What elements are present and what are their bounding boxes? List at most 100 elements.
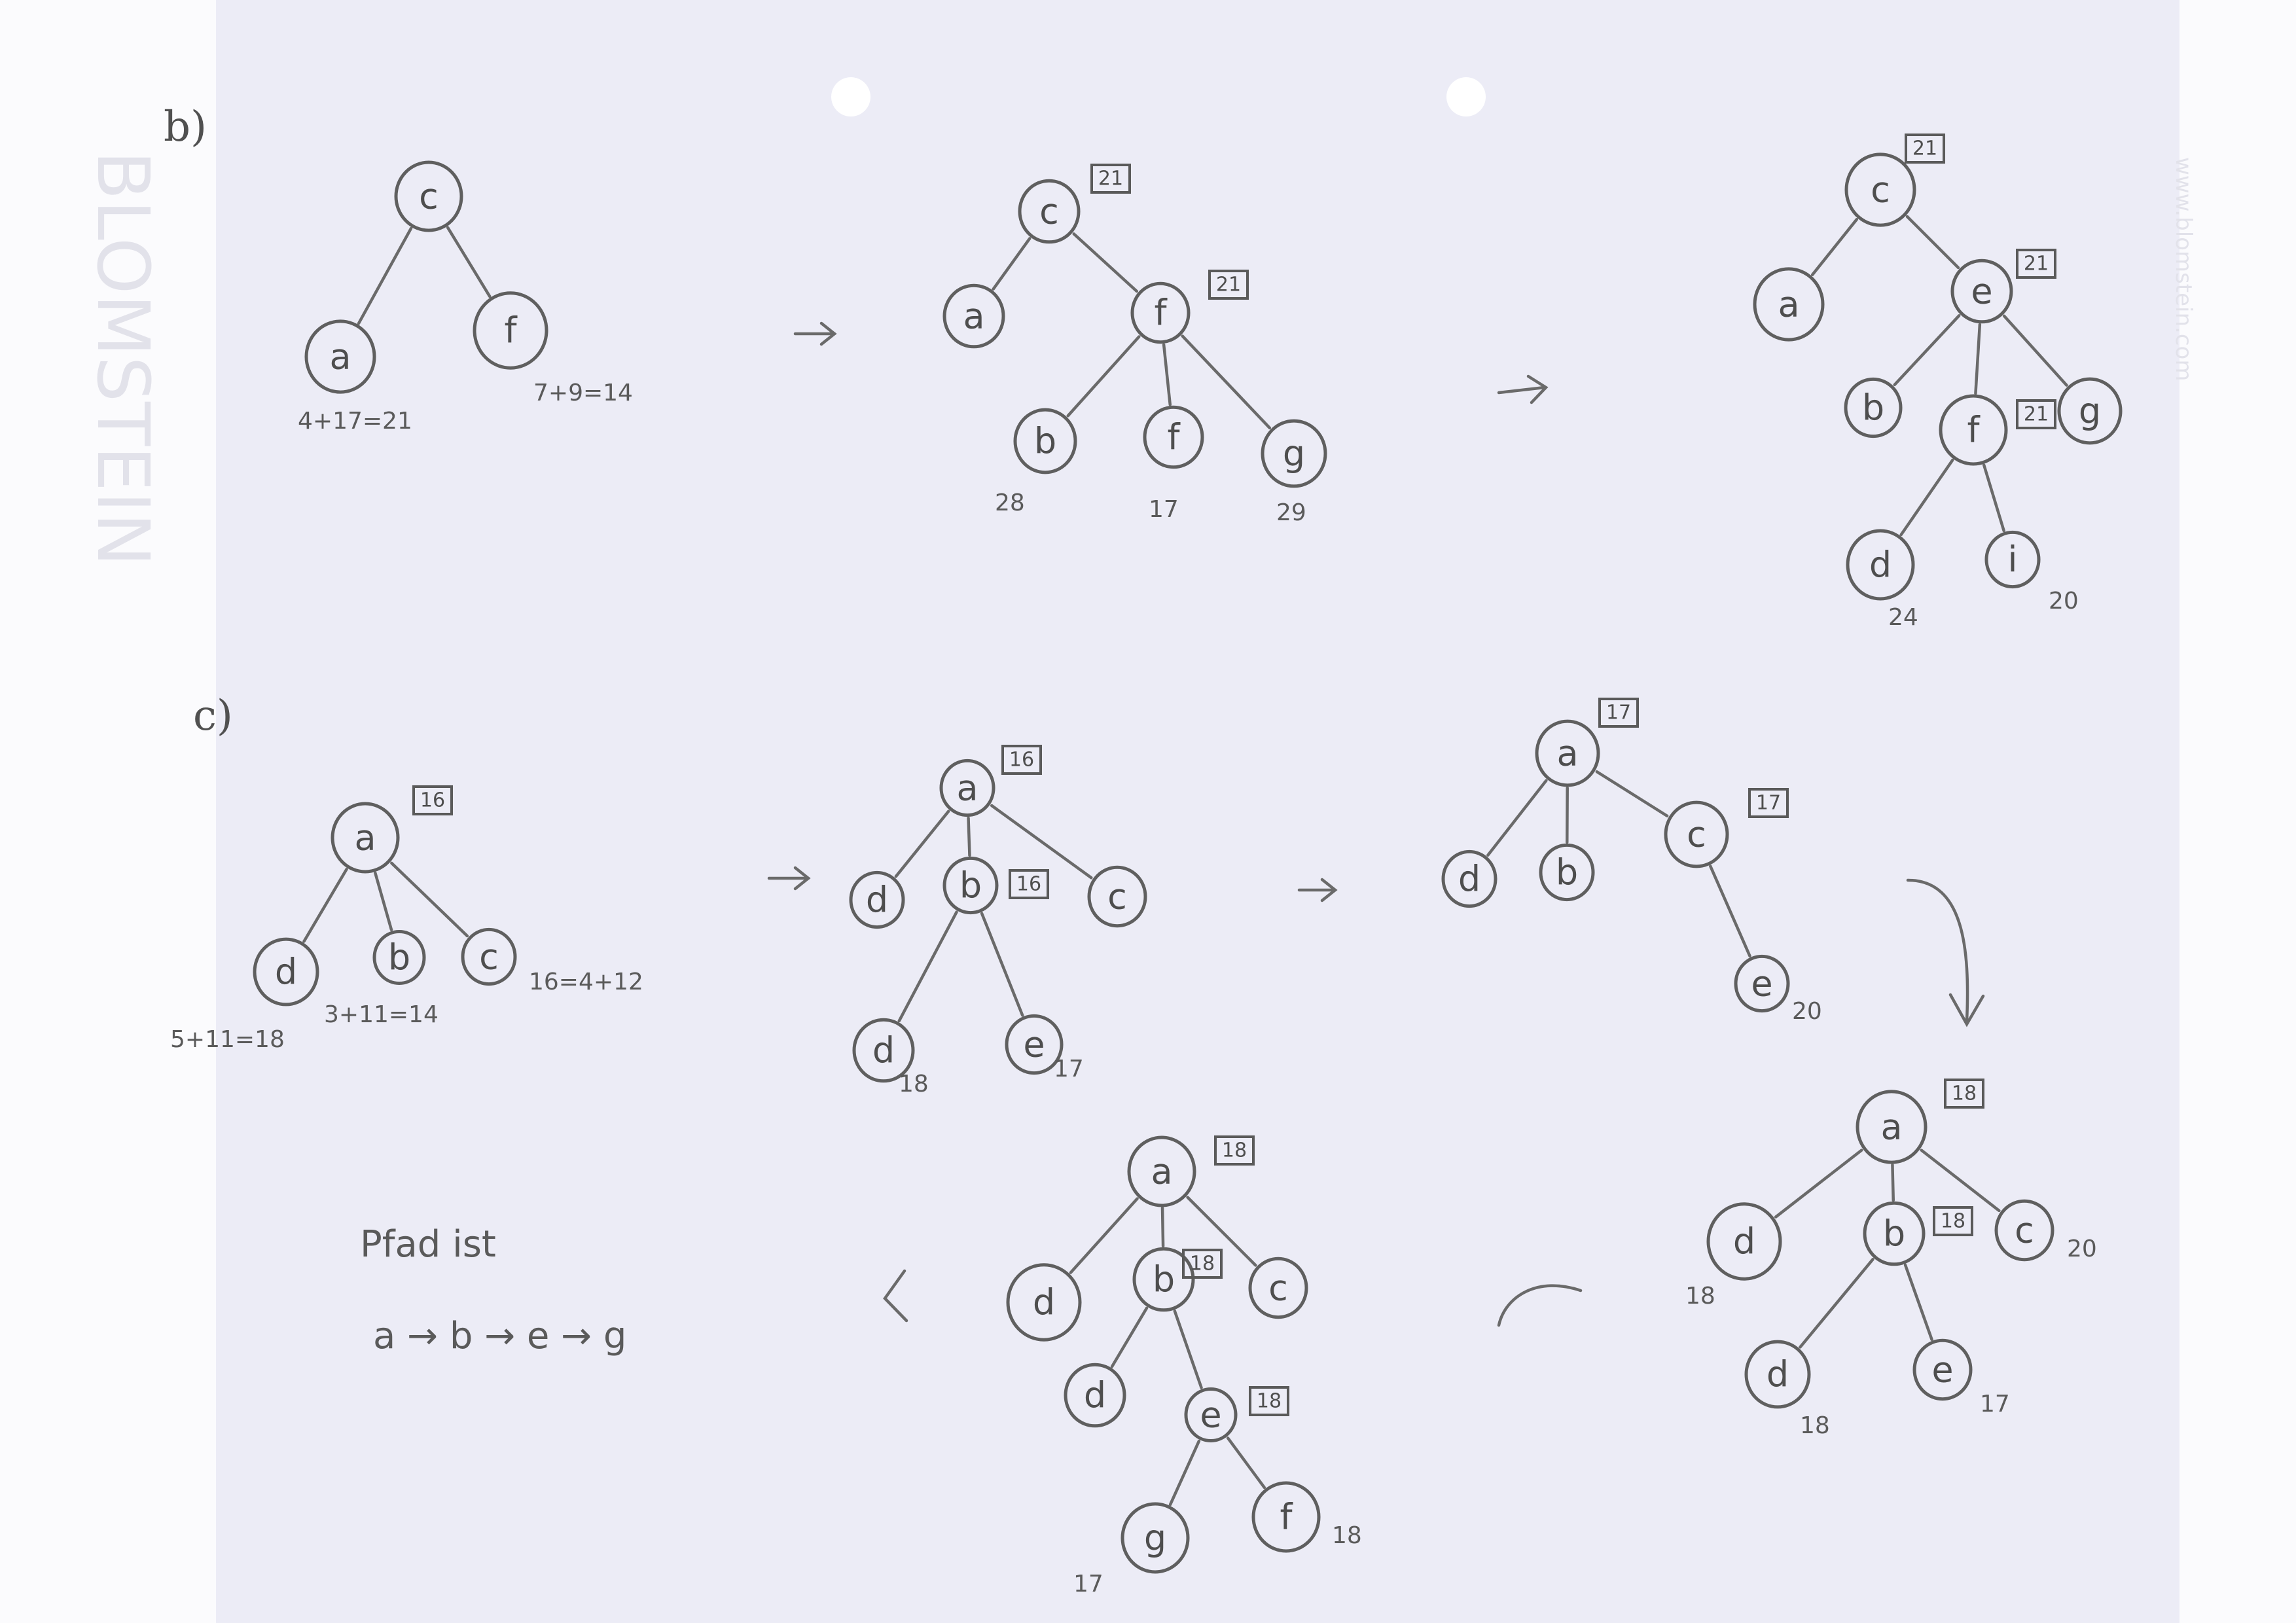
node-label: f	[1280, 1497, 1293, 1538]
cost-note: 18	[1685, 1283, 1715, 1310]
node-circle	[1734, 954, 1790, 1013]
punch-hole-right	[1446, 77, 1486, 116]
node-circle	[852, 1018, 915, 1083]
node-g: g	[2057, 377, 2123, 445]
weight-box: 21	[2016, 399, 2056, 429]
cost-note: 5+11=18	[170, 1026, 285, 1053]
node-g: g	[1121, 1502, 1190, 1574]
weight-box: 21	[1090, 164, 1131, 194]
node-label: c	[1107, 876, 1127, 918]
node-label: d	[275, 952, 297, 993]
node-label: a	[329, 336, 351, 378]
tree-b2: c a f b f g 21 21 28 17 29	[942, 164, 1327, 526]
node-circle	[942, 283, 1005, 349]
edge-a-c	[1595, 770, 1669, 818]
node-label: e	[1931, 1349, 1953, 1391]
node-d2: d	[1064, 1363, 1126, 1428]
node-circle	[1994, 1199, 2054, 1262]
node-c: c	[1994, 1199, 2054, 1262]
weight-box-value: 18	[1190, 1253, 1215, 1275]
cost-note: 17	[1073, 1571, 1103, 1597]
edge-b-e	[1903, 1263, 1933, 1342]
edge-e-g	[1168, 1439, 1201, 1507]
node-label: g	[1144, 1518, 1166, 1559]
node-circle	[1535, 719, 1600, 787]
node-a: a	[1127, 1135, 1196, 1207]
node-label: f	[1167, 417, 1181, 458]
node-label: b	[1556, 852, 1578, 893]
weight-box-frame	[1182, 1249, 1223, 1279]
arrow-c1-c2	[767, 866, 811, 891]
tree-b1: c a f 4+17=21 7+9=14	[298, 160, 633, 435]
node-label: d	[1733, 1221, 1755, 1262]
weight-box-frame	[2016, 399, 2056, 429]
node-label: a	[963, 296, 984, 337]
cost-note: 24	[1888, 604, 1918, 631]
node-label: d	[1767, 1354, 1789, 1395]
node-circle	[304, 319, 376, 394]
node-label: b	[1883, 1213, 1905, 1255]
weight-box-value: 21	[2024, 403, 2049, 426]
node-label: e	[1023, 1024, 1045, 1065]
cost-note: 4+17=21	[298, 408, 412, 435]
weight-box: 16	[412, 785, 453, 815]
node-circle	[1856, 1090, 1928, 1164]
cost-note: 18	[1332, 1522, 1362, 1549]
node-circle	[1912, 1338, 1973, 1401]
node-label: d	[872, 1030, 895, 1071]
node-circle	[1706, 1202, 1782, 1281]
node-label: a	[1556, 733, 1578, 774]
cost-note: 18	[1800, 1412, 1830, 1439]
path-note-sequence: a → b → e → g	[373, 1315, 626, 1357]
arrow-b1-b2	[793, 321, 837, 346]
arrow-c4-c5	[1497, 1284, 1583, 1327]
weight-box-frame	[1905, 134, 1945, 164]
edge-a-d	[1069, 1197, 1139, 1274]
tree-c2: a d b c d e 16 16 18 17	[849, 745, 1147, 1097]
edge-f-f2	[1162, 343, 1172, 406]
edge-c-f	[446, 226, 492, 298]
node-a: a	[1753, 267, 1825, 342]
node-circle	[1753, 267, 1825, 342]
node-label: a	[354, 817, 376, 859]
node-circle	[1441, 849, 1498, 908]
node-label: b	[960, 865, 982, 906]
node-label: b	[1862, 387, 1884, 429]
edge-a-b	[1891, 1163, 1895, 1202]
node-c: c	[461, 927, 517, 986]
arrow-c5-path	[883, 1269, 908, 1323]
weight-box-value: 21	[1098, 168, 1123, 190]
node-e: e	[1184, 1387, 1238, 1443]
node-circle	[2057, 377, 2123, 445]
node-circle	[1664, 800, 1729, 868]
weight-box-value: 18	[1952, 1082, 1977, 1105]
weight-box-value: 16	[420, 789, 445, 812]
node-label: b	[388, 937, 410, 978]
node-circle	[253, 937, 319, 1007]
weight-box: 18	[1182, 1249, 1223, 1279]
node-circle	[1143, 405, 1204, 469]
weight-box: 16	[1009, 869, 1049, 899]
node-d: d	[253, 937, 319, 1007]
edge-e-g	[2002, 314, 2068, 387]
node-a: a	[942, 283, 1005, 349]
node-d: d	[849, 870, 905, 929]
node-c: c	[1844, 152, 1916, 227]
node-circle	[939, 758, 996, 817]
node-circle	[1844, 377, 1903, 438]
cost-note: 3+11=14	[324, 1001, 439, 1028]
edge-a-c	[390, 861, 469, 938]
node-c: c	[1087, 865, 1147, 928]
weight-box-frame	[1598, 698, 1639, 728]
node-label: g	[2079, 391, 2101, 432]
node-label: f	[1967, 410, 1981, 451]
edge-a-d	[894, 810, 950, 878]
edge-a-b	[1160, 1206, 1165, 1248]
weight-box-frame	[1944, 1079, 1984, 1109]
weight-box-value: 21	[2024, 253, 2049, 276]
node-b: b	[1132, 1247, 1195, 1312]
node-circle	[461, 927, 517, 986]
weight-box-value: 18	[1941, 1210, 1965, 1233]
edge-f-d	[1899, 458, 1954, 537]
